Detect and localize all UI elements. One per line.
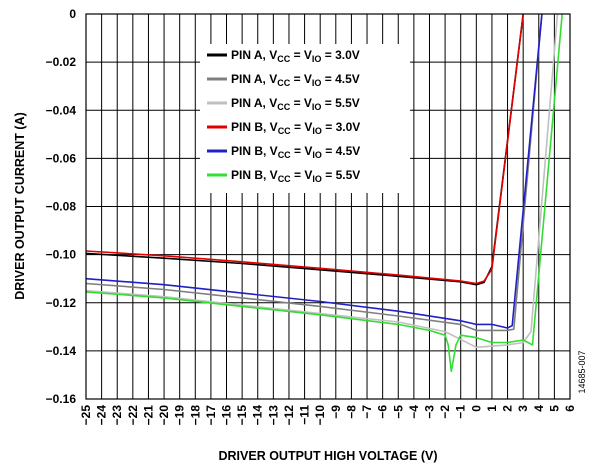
x-tick-label: −17	[204, 405, 218, 426]
x-tick-label: −6	[376, 405, 390, 419]
y-tick-label: −0.10	[46, 248, 77, 262]
x-tick-label: −20	[157, 405, 171, 426]
y-tick-label: −0.08	[46, 200, 77, 214]
figure-code: 14685-007	[577, 350, 587, 393]
x-tick-label: −9	[329, 405, 343, 419]
x-tick-label: −15	[235, 405, 249, 426]
x-tick-label: −7	[360, 405, 374, 419]
x-tick-label: 3	[516, 405, 530, 412]
legend-label: PIN B, VCC = VIO = 5.5V	[231, 168, 360, 184]
x-tick-label: −5	[391, 405, 405, 419]
x-tick-label: −21	[141, 405, 155, 426]
x-tick-label: −12	[282, 405, 296, 426]
y-tick-labels: 0 −0.02 −0.04 −0.06 −0.08 −0.10 −0.12 −0.14 −0.1…	[46, 7, 77, 406]
x-tick-label: 5	[547, 405, 561, 412]
x-tick-label: −19	[173, 405, 187, 426]
x-tick-label: −1	[454, 405, 468, 419]
plot-area-frame	[85, 13, 571, 400]
y-tick-label: −0.04	[46, 103, 77, 117]
y-tick-label: −0.06	[46, 151, 77, 165]
legend-label: PIN A, VCC = VIO = 4.5V	[231, 72, 360, 88]
x-tick-label: −22	[126, 405, 140, 426]
legend-box	[200, 44, 410, 193]
x-tick-label: −4	[407, 405, 421, 419]
x-tick-label: −14	[251, 405, 265, 426]
x-tick-label: 2	[501, 405, 515, 412]
y-axis-title: DRIVER OUTPUT CURRENT (A)	[13, 112, 27, 300]
x-tick-label: −2	[438, 405, 452, 419]
legend-label: PIN A, VCC = VIO = 5.5V	[231, 96, 360, 112]
x-tick-label: 4	[532, 405, 546, 412]
x-axis-title: DRIVER OUTPUT HIGH VOLTAGE (V)	[219, 449, 438, 463]
legend-label: PIN A, VCC = VIO = 3.0V	[231, 48, 360, 64]
y-tick-label: −0.14	[46, 344, 77, 358]
series-line	[85, 13, 543, 332]
series-line	[85, 13, 543, 329]
y-tick-label: −0.16	[46, 392, 77, 406]
x-tick-label: −13	[266, 405, 280, 426]
x-tick-label: −16	[220, 405, 234, 426]
y-tick-label: 0	[69, 7, 76, 21]
x-tick-label: −8	[344, 405, 358, 419]
x-tick-label: −3	[422, 405, 436, 419]
x-tick-label: −11	[298, 405, 312, 425]
legend-label: PIN B, VCC = VIO = 3.0V	[231, 120, 360, 136]
x-tick-label: 0	[469, 405, 483, 412]
legend-label: PIN B, VCC = VIO = 4.5V	[231, 144, 360, 160]
series-line	[85, 13, 524, 285]
y-tick-label: −0.02	[46, 55, 77, 69]
x-tick-label: −18	[188, 405, 202, 426]
x-tick-labels: −25 −24 −23 −22 −21 −20 −19 −18 −17 −16 −15 −14 −13−…	[79, 405, 577, 426]
series-lines	[85, 13, 563, 373]
y-tick-label: −0.12	[46, 296, 77, 310]
x-tick-label: 1	[485, 405, 499, 412]
x-tick-label: −10	[313, 405, 327, 426]
legend: PIN A, VCC = VIO = 3.0V PIN A, VCC = VIO …	[200, 44, 410, 193]
x-tick-label: 6	[563, 405, 577, 412]
x-tick-label: −23	[110, 405, 124, 426]
series-line	[85, 13, 563, 373]
x-tick-label: −25	[79, 405, 93, 426]
x-tick-label: −24	[95, 405, 109, 426]
